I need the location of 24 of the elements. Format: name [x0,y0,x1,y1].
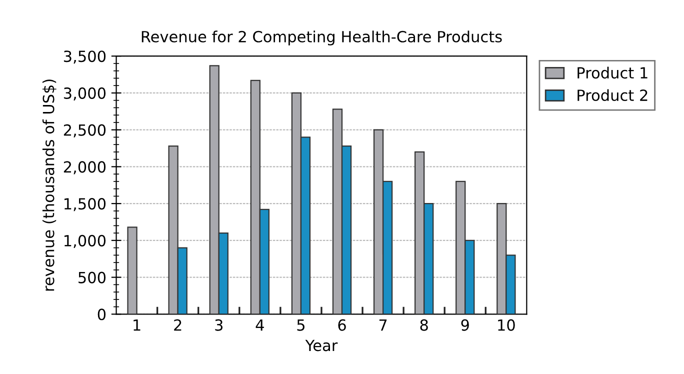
x-tick-label: 3 [215,319,223,331]
chart-title: Revenue for 2 Competing Health-Care Products [142,30,502,46]
y-tick-label: 1,000 [64,234,106,248]
x-tick-label: 6 [338,319,346,331]
x-tick-label: 7 [379,319,387,331]
legend-label: Product 2 [578,89,648,102]
y-tick-label: 500 [78,272,106,284]
y-tick-label: 3,000 [64,87,106,101]
y-tick-label: 0 [98,308,106,320]
x-tick-label: 8 [420,319,428,331]
y-tick-label: 2,000 [64,161,106,174]
y-tick-label: 3,500 [64,50,106,64]
y-tick-label: 2,500 [64,124,106,138]
x-axis-title: Year [305,340,338,352]
x-tick-label: 5 [297,319,304,331]
x-tick-label: 10 [498,319,515,331]
legend-label: Product 1 [578,66,648,79]
x-tick-label: 9 [461,319,469,331]
x-tick-label: 4 [256,319,264,331]
y-tick-label: 1,500 [64,198,106,212]
x-tick-label: 1 [134,319,140,331]
y-axis-title: revenue (thousands of US$) [42,80,56,291]
x-tick-label: 2 [174,319,182,331]
bar [127,226,138,314]
